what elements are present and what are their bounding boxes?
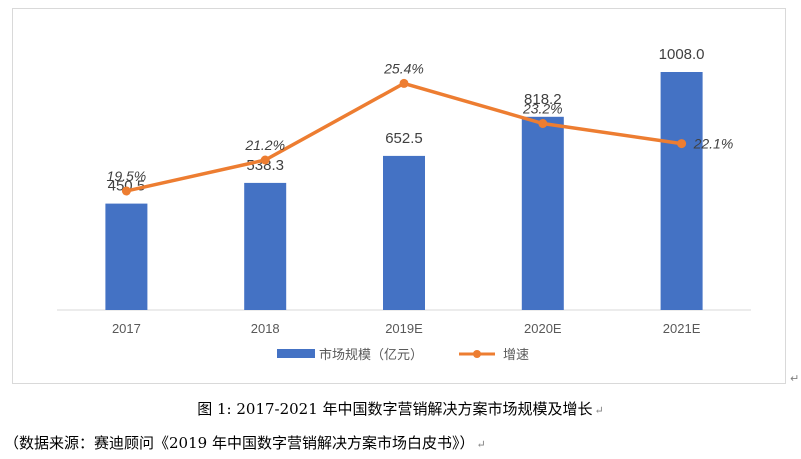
bar-2020E (521, 116, 564, 310)
bar-value-label-2019E: 652.5 (385, 130, 423, 147)
bar-2021E (660, 72, 703, 310)
bar-series-group (105, 72, 703, 310)
legend: 市场规模（亿元） 增速 (277, 347, 529, 363)
figure-caption: 图 1: 2017-2021 年中国数字营销解决方案市场规模及增长 ↵ (0, 398, 801, 419)
caption-text: 图 1: 2017-2021 年中国数字营销解决方案市场规模及增长 (197, 400, 593, 418)
bar-value-label-2021E: 1008.0 (659, 46, 705, 63)
bar-2017 (105, 203, 148, 310)
chart-frame: 450.5 538.3 652.5 818.2 1008.0 19.5% 21.2% 25.… (12, 8, 786, 384)
x-tick-label-2017: 2017 (112, 321, 141, 336)
x-tick-label-2021E: 2021E (663, 321, 701, 336)
growth-point-2019E (399, 78, 409, 88)
growth-point-2018 (260, 155, 270, 165)
chart-paragraph-mark: ↵ (790, 372, 800, 385)
growth-label-2019E: 25.4% (383, 60, 424, 76)
growth-point-2021E (677, 139, 687, 149)
growth-point-2017 (121, 186, 131, 196)
caption-paragraph-mark: ↵ (594, 404, 604, 417)
growth-label-2017: 19.5% (107, 168, 147, 184)
growth-label-2020E: 23.2% (522, 101, 563, 117)
x-tick-labels-group: 2017 2018 2019E 2020E 2021E (112, 321, 701, 336)
legend-line-marker (473, 350, 481, 358)
legend-bar-label: 市场规模（亿元） (319, 347, 423, 363)
x-tick-label-2019E: 2019E (385, 321, 423, 336)
bar-2018 (244, 182, 287, 310)
source-text: （数据来源：赛迪顾问《2019 年中国数字营销解决方案市场白皮书》） (4, 434, 475, 452)
growth-label-2018: 21.2% (244, 137, 285, 153)
x-tick-label-2018: 2018 (251, 321, 280, 336)
legend-line-label: 增速 (503, 348, 529, 363)
bar-value-label-2020E: 818.2 (524, 91, 562, 108)
source-paragraph-mark: ↵ (476, 438, 486, 451)
line-data-labels-group: 19.5% 21.2% 25.4% 23.2% 22.1% (107, 60, 734, 184)
growth-point-2020E (538, 119, 548, 128)
bar-2019E (383, 155, 425, 310)
legend-bar-swatch (277, 349, 315, 358)
x-tick-label-2020E: 2020E (524, 321, 562, 336)
line-series-group (121, 78, 687, 196)
growth-label-2021E: 22.1% (693, 136, 734, 152)
data-source-note: （数据来源：赛迪顾问《2019 年中国数字营销解决方案市场白皮书》） ↵ (4, 432, 486, 453)
